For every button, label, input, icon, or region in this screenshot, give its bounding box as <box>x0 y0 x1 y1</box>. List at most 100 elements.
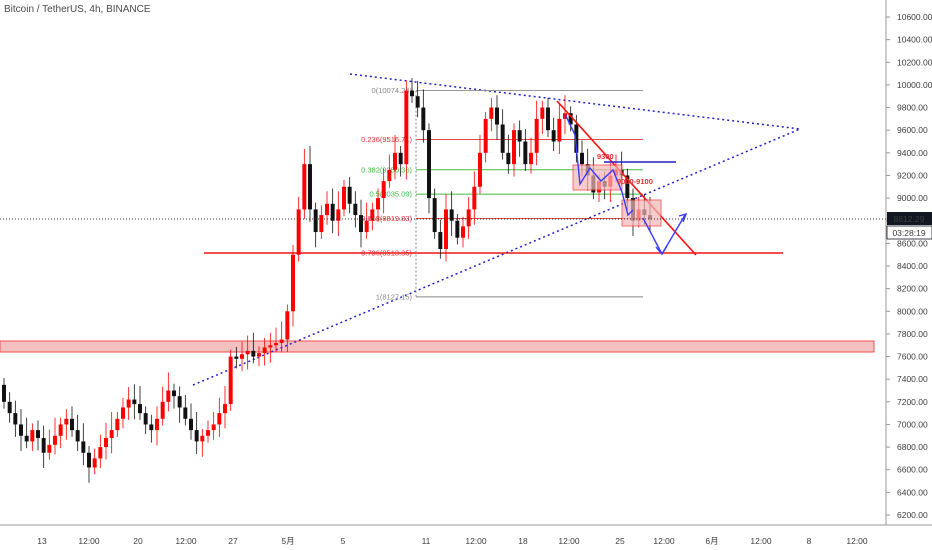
candle-body <box>132 399 137 405</box>
x-tick-label: 13 <box>37 536 47 546</box>
candle-body <box>223 404 227 414</box>
x-tick-label: 12:00 <box>846 536 868 546</box>
fib-level-label: 0.786(8513.35) <box>361 249 412 258</box>
x-tick-label: 12:00 <box>558 536 580 546</box>
candle-body <box>245 350 250 355</box>
candle-body <box>115 418 120 431</box>
demand-zone-box[interactable] <box>0 340 875 353</box>
candle-body <box>427 130 431 199</box>
x-tick-label: 8 <box>807 536 812 546</box>
fib-retracement[interactable]: 0(10074.24) 0.236(9516.71) 0.382(9250.36) 0… <box>361 86 643 301</box>
price-tag <box>887 212 932 225</box>
x-tick-label: 11 <box>422 536 431 546</box>
countdown-tag <box>886 225 932 240</box>
candle-body <box>478 152 482 187</box>
consolidation-zone-box[interactable] <box>621 199 662 227</box>
fib-level-label: 0.236(9516.71) <box>361 135 412 144</box>
projection-path-1[interactable] <box>564 113 634 217</box>
x-axis-ticks: 13 12:00 20 12:00 27 5月 5 11 12:00 18 12:00 25 12:00… <box>37 536 868 546</box>
candle-body <box>251 350 256 357</box>
candle-body <box>87 452 91 468</box>
candle-body <box>200 435 205 442</box>
candle-body <box>625 175 630 199</box>
x-tick-label: 6月 <box>705 536 718 546</box>
candle-body <box>353 203 358 216</box>
candle-body <box>461 226 465 238</box>
candle-body <box>177 396 182 408</box>
y-tick-label: 6800.00 <box>897 442 928 452</box>
candle-body <box>155 418 159 431</box>
candle-body <box>364 220 369 233</box>
candle-body <box>308 164 312 210</box>
y-axis-ticks: 10600.00 10400.00 10200.00 10000.00 9800.00 9… <box>886 12 932 520</box>
y-tick-label: 6200.00 <box>897 510 928 520</box>
candle-body <box>404 90 409 165</box>
candle-body <box>489 107 494 119</box>
candle-body <box>104 438 108 448</box>
candle-body <box>500 124 505 153</box>
chart-title: Bitcoin / TetherUS, 4h, BINANCE <box>4 4 151 15</box>
x-tick-label: 12:00 <box>175 536 197 546</box>
candle-body <box>410 90 414 97</box>
candle-body <box>444 209 448 250</box>
y-tick-label: 8000.00 <box>897 306 928 316</box>
y-tick-label: 7600.00 <box>897 352 928 362</box>
candle-body <box>517 130 522 142</box>
candle-body <box>540 107 545 119</box>
candle-body <box>172 390 176 397</box>
y-tick-label: 8400.00 <box>897 261 928 271</box>
candle-body <box>228 356 233 405</box>
label-9300: 9300 <box>597 152 614 161</box>
price-tag-value: 8812.29 <box>894 214 925 224</box>
x-tick-label: 12:00 <box>653 536 675 546</box>
candle-body <box>70 418 74 431</box>
candle-body <box>149 424 154 431</box>
y-tick-label: 10400.00 <box>897 35 932 45</box>
y-tick-label: 7200.00 <box>897 397 928 407</box>
candle-body <box>330 203 335 221</box>
arrow-head-down <box>655 245 668 256</box>
upper-trendline[interactable] <box>349 73 801 130</box>
y-tick-label: 10000.00 <box>897 80 932 90</box>
candle-body <box>183 407 188 419</box>
candle-body <box>415 96 420 108</box>
candle-body <box>381 181 386 199</box>
fib-level-label: 0.382(9250.36) <box>361 165 412 174</box>
candle-body <box>506 152 511 165</box>
candle-body <box>438 232 443 250</box>
candle-body <box>138 404 142 414</box>
candle-body <box>240 354 244 359</box>
y-tick-label: 9800.00 <box>897 103 928 113</box>
candle-body <box>574 124 579 153</box>
x-tick-label: 20 <box>133 536 143 546</box>
candle-body <box>2 384 6 402</box>
candle-body <box>342 186 346 210</box>
candle-body <box>376 198 380 210</box>
candle-body <box>421 107 426 131</box>
candle-body <box>109 430 114 439</box>
y-tick-label: 7800.00 <box>897 329 928 339</box>
candle-body <box>211 424 216 431</box>
candle-body <box>472 186 477 210</box>
x-tick-label: 12:00 <box>465 536 487 546</box>
candle-body <box>53 435 57 445</box>
candle-body <box>563 113 567 119</box>
candle-body <box>291 254 295 312</box>
candle-body <box>75 430 80 442</box>
y-tick-label: 9600.00 <box>897 125 928 135</box>
candle-body <box>64 418 69 425</box>
x-tick-label: 25 <box>615 536 625 546</box>
x-tick-label: 27 <box>228 536 238 546</box>
candle-body <box>398 152 403 165</box>
descending-resistance-line[interactable] <box>556 100 697 256</box>
candle-body <box>7 401 12 414</box>
y-tick-label: 9400.00 <box>897 148 928 158</box>
candle-body <box>166 390 171 402</box>
candle-body <box>534 118 539 153</box>
y-tick-label: 7000.00 <box>897 419 928 429</box>
y-tick-label: 8600.00 <box>897 238 928 248</box>
candle-body <box>257 353 261 357</box>
y-tick-label: 9000.00 <box>897 193 928 203</box>
candle-body <box>336 209 341 221</box>
